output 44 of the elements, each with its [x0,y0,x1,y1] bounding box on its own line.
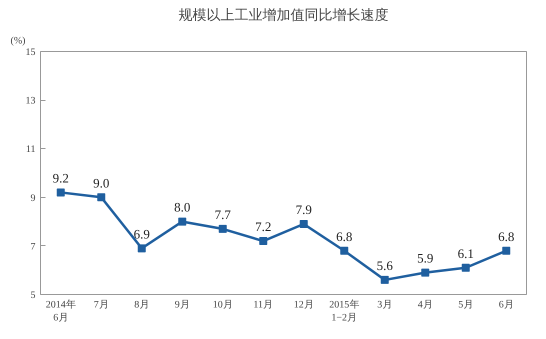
x-tick-label: 7月 [94,300,109,310]
y-tick-label: 5 [30,290,36,301]
x-tick-label: 2015年 1−2月 [329,298,360,324]
point [218,224,227,233]
x-tick-label: 8月 [134,300,150,310]
x-tick-label: 4月 [418,300,433,310]
data-label: 5.9 [417,250,434,266]
x-tick-label: 3月 [377,300,392,310]
data-label: 5.6 [376,258,394,273]
data-label: 9.0 [93,175,110,190]
y-tick-label: 9 [30,192,36,204]
data-label: 9.2 [52,170,69,186]
data-label: 7.7 [214,206,232,222]
point [138,244,146,252]
y-tick-label: 13 [26,96,36,107]
data-label: 6.9 [134,226,150,242]
chart-title: 规模以上工业增加值同比增长速度 [178,8,388,24]
data-label: 6.8 [336,228,352,244]
point [300,220,308,228]
x-tick-label: 9月 [174,300,190,310]
x-tick-label: 12月 [294,300,314,310]
x-tick-label: 5月 [458,300,474,310]
point [380,276,389,284]
point [259,237,268,246]
y-tick-label: 11 [26,144,36,156]
y-axis-title: (%) [10,36,26,46]
data-label: 7.2 [255,219,272,234]
x-tick-label: 2014年 6月 [46,298,76,324]
y-tick-label: 15 [26,47,36,58]
point [56,188,65,196]
point [340,246,348,255]
y-tick-label: 7 [30,241,36,252]
data-label: 6.1 [458,246,474,261]
point [421,268,430,277]
data-label: 8.0 [174,200,190,215]
data-label: 7.9 [296,202,312,218]
point [502,246,510,255]
x-tick-label: 11月 [253,300,274,310]
data-label: 6.8 [498,228,514,244]
point [97,193,106,202]
point [178,218,186,226]
point [462,264,470,272]
x-tick-label: 6月 [498,300,514,310]
x-tick-label: 10月 [212,300,233,310]
